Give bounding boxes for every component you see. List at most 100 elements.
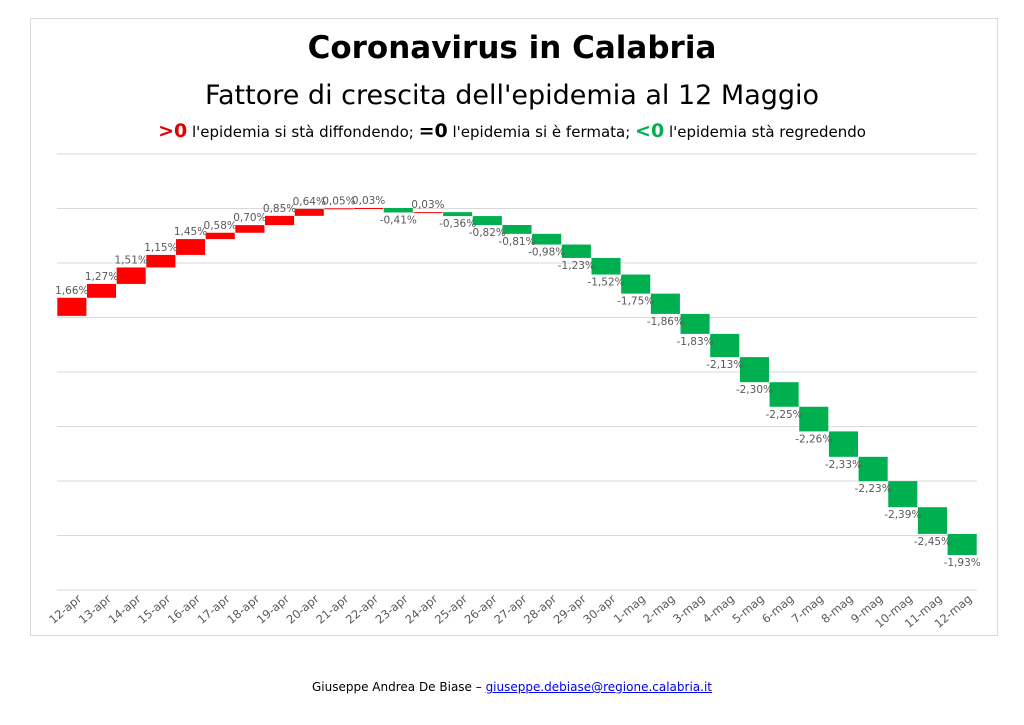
bar-28-apr bbox=[532, 233, 562, 245]
footer: Giuseppe Andrea De Biase – giuseppe.debi… bbox=[0, 680, 1024, 694]
bar-4-mag bbox=[710, 333, 740, 358]
data-label: -2,13% bbox=[706, 359, 743, 371]
x-tick-label: 14-apr bbox=[106, 591, 144, 626]
data-label: -1,75% bbox=[617, 296, 654, 308]
data-label: -0,82% bbox=[469, 227, 506, 239]
bar-30-apr bbox=[591, 257, 621, 275]
data-label: 0,03% bbox=[411, 199, 444, 211]
x-tick-label: 25-apr bbox=[432, 591, 470, 626]
legend-negative-text: l'epidemia stà regredendo bbox=[664, 123, 866, 141]
data-label: 0,58% bbox=[204, 220, 237, 232]
x-tick-label: 15-apr bbox=[135, 591, 173, 626]
bar-7-mag bbox=[799, 406, 829, 432]
data-label: -2,45% bbox=[914, 536, 951, 548]
bar-8-mag bbox=[828, 431, 858, 457]
data-label: -1,83% bbox=[676, 336, 713, 348]
data-label: 0,03% bbox=[352, 195, 385, 207]
bar-15-apr bbox=[146, 254, 176, 268]
data-label: -0,41% bbox=[380, 214, 417, 226]
x-tick-label: 20-apr bbox=[284, 591, 322, 626]
bar-5-mag bbox=[739, 357, 769, 383]
x-tick-label: 27-apr bbox=[491, 591, 529, 626]
bar-1-mag bbox=[621, 274, 651, 294]
x-tick-label: 18-apr bbox=[224, 591, 262, 626]
bar-27-apr bbox=[502, 225, 532, 234]
data-label: -2,39% bbox=[884, 509, 921, 521]
x-tick-label: 3-mag bbox=[670, 592, 707, 627]
waterfall-chart: 1,66% 1,27% 1,51%1,15% 1,45%0,58%0,70%0,85%… bbox=[46, 153, 981, 631]
x-tick-label: 8-mag bbox=[818, 592, 855, 627]
x-tick-label: 19-apr bbox=[254, 591, 292, 626]
legend-negative-symbol: <0 bbox=[635, 120, 665, 142]
data-label: 1,66% bbox=[55, 285, 88, 297]
data-label: 1,45% bbox=[174, 226, 207, 238]
bar-23-apr bbox=[383, 208, 413, 213]
x-tick-label: 30-apr bbox=[580, 591, 618, 626]
data-label: -1,86% bbox=[647, 316, 684, 328]
x-tick-label: 16-apr bbox=[165, 591, 203, 626]
x-tick-label: 29-apr bbox=[551, 591, 589, 626]
bar-2-mag bbox=[650, 293, 680, 314]
bar-11-mag bbox=[917, 507, 948, 534]
bar-6-mag bbox=[769, 382, 799, 407]
data-label: 0,85% bbox=[263, 203, 296, 215]
data-label: -1,52% bbox=[587, 277, 624, 289]
data-label: -2,26% bbox=[795, 433, 832, 445]
data-label: -1,93% bbox=[944, 557, 981, 569]
data-label: 1,27% bbox=[85, 271, 118, 283]
x-tick-label: 13-apr bbox=[76, 591, 114, 626]
bar-12-apr bbox=[57, 297, 87, 316]
legend-positive-text: l'epidemia si stà diffondendo; bbox=[187, 123, 419, 141]
bar-9-mag bbox=[858, 456, 888, 482]
bar-19-apr bbox=[265, 215, 295, 226]
x-tick-label: 24-apr bbox=[402, 591, 440, 626]
data-label: -0,36% bbox=[439, 218, 476, 230]
x-tick-label: 17-apr bbox=[195, 591, 233, 626]
bar-14-apr bbox=[116, 267, 146, 284]
bar-24-apr bbox=[413, 212, 443, 214]
data-label: -2,23% bbox=[855, 483, 892, 495]
bar-18-apr bbox=[235, 225, 265, 233]
data-label: -2,25% bbox=[766, 409, 803, 421]
data-label: 0,05% bbox=[322, 195, 355, 207]
data-label: -2,33% bbox=[825, 459, 862, 471]
bar-3-mag bbox=[680, 313, 710, 334]
chart-title: Coronavirus in Calabria bbox=[307, 30, 717, 66]
x-tick-label: 4-mag bbox=[700, 592, 737, 627]
x-tick-label: 23-apr bbox=[373, 591, 411, 626]
bar-10-mag bbox=[888, 481, 918, 508]
legend-zero-symbol: =0 bbox=[418, 120, 448, 142]
bar-13-apr bbox=[86, 283, 117, 298]
legend-line: >0 l'epidemia si stà diffondendo; =0 l'e… bbox=[0, 120, 1024, 142]
x-tick-label: 6-mag bbox=[759, 592, 796, 627]
x-tick-label: 12-apr bbox=[46, 591, 84, 626]
data-label: 1,15% bbox=[144, 242, 177, 254]
footer-email-link[interactable]: giuseppe.debiase@regione.calabria.it bbox=[485, 680, 713, 694]
legend-positive-symbol: >0 bbox=[158, 120, 188, 142]
x-tick-label: 2-mag bbox=[640, 592, 677, 627]
chart-frame bbox=[30, 18, 998, 636]
bar-16-apr bbox=[176, 239, 206, 255]
x-tick-label: 5-mag bbox=[729, 592, 766, 627]
data-label: 0,64% bbox=[293, 196, 326, 208]
x-tick-label: 28-apr bbox=[521, 591, 559, 626]
chart-subtitle: Fattore di crescita dell'epidemia al 12 … bbox=[204, 80, 820, 111]
x-tick-label: 7-mag bbox=[789, 592, 826, 627]
bar-12-mag bbox=[947, 533, 977, 555]
data-label: 0,70% bbox=[233, 212, 266, 224]
bar-17-apr bbox=[205, 232, 235, 240]
bar-22-apr bbox=[354, 208, 384, 209]
data-label: -2,30% bbox=[736, 384, 773, 396]
data-label: -1,23% bbox=[558, 260, 595, 272]
x-tick-label: 22-apr bbox=[343, 591, 381, 626]
bar-20-apr bbox=[294, 208, 324, 216]
legend-zero-text: l'epidemia si è fermata; bbox=[447, 123, 636, 141]
x-tick-label: 26-apr bbox=[462, 591, 500, 626]
data-label: -0,81% bbox=[498, 236, 535, 248]
bar-25-apr bbox=[443, 212, 473, 217]
data-label: 1,51% bbox=[115, 254, 148, 266]
bar-29-apr bbox=[561, 244, 591, 258]
footer-author: Giuseppe Andrea De Biase – bbox=[311, 680, 486, 694]
data-label: -0,98% bbox=[528, 247, 565, 259]
x-tick-label: 1-mag bbox=[611, 592, 648, 627]
